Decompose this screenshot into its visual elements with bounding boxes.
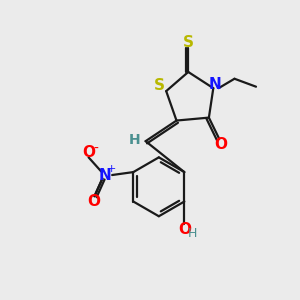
Text: H: H xyxy=(129,133,140,147)
Text: N: N xyxy=(98,167,111,182)
Text: N: N xyxy=(208,77,221,92)
Text: O: O xyxy=(87,194,101,209)
Text: S: S xyxy=(183,35,194,50)
Text: S: S xyxy=(154,78,165,93)
Text: O: O xyxy=(178,222,191,237)
Text: O: O xyxy=(214,136,227,152)
Text: H: H xyxy=(188,226,197,239)
Text: -: - xyxy=(94,142,98,155)
Text: O: O xyxy=(82,145,95,160)
Text: +: + xyxy=(106,164,116,173)
